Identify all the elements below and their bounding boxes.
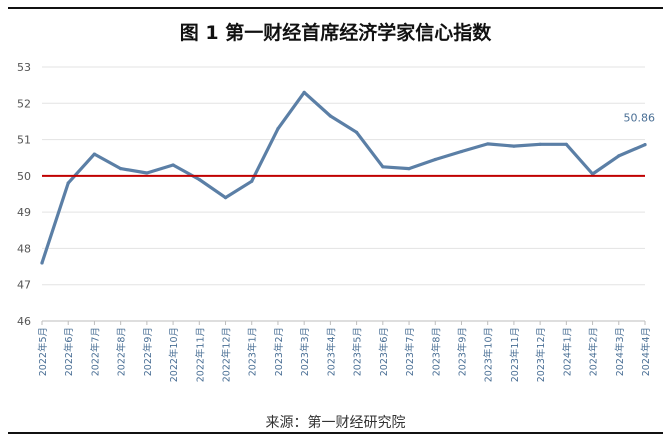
data-point xyxy=(538,142,542,146)
x-tick-label: 2023年1月 xyxy=(247,327,259,376)
y-tick-label: 47 xyxy=(17,279,31,292)
x-tick-label: 2023年6月 xyxy=(378,327,390,376)
y-tick-label: 52 xyxy=(17,97,31,110)
x-tick-label: 2022年8月 xyxy=(116,327,128,376)
x-tick-label: 2022年12月 xyxy=(221,327,233,382)
data-label-last: 50.86 xyxy=(624,112,656,125)
bottom-rule xyxy=(8,432,663,434)
x-tick-label: 2023年2月 xyxy=(273,327,285,376)
data-point xyxy=(302,90,306,94)
x-tick-label: 2023年7月 xyxy=(404,327,416,376)
x-tick-label: 2024年1月 xyxy=(561,327,573,376)
data-point xyxy=(459,149,464,154)
source-note: 来源：第一财经研究院 xyxy=(265,415,406,431)
y-tick-label: 53 xyxy=(17,61,31,74)
y-tick-label: 49 xyxy=(17,206,31,219)
x-tick-label: 2023年4月 xyxy=(325,327,337,376)
x-tick-label: 2022年11月 xyxy=(194,327,206,382)
x-tick-label: 2023年11月 xyxy=(509,327,521,382)
x-tick-label: 2023年8月 xyxy=(430,327,442,376)
x-tick-label: 2023年9月 xyxy=(456,327,468,376)
data-point xyxy=(66,181,70,185)
data-point xyxy=(355,130,359,134)
x-tick-label: 2023年10月 xyxy=(483,327,495,382)
data-point xyxy=(145,171,149,175)
x-tick-label: 2023年12月 xyxy=(535,327,547,382)
data-point xyxy=(171,163,175,167)
data-point xyxy=(197,177,201,182)
x-tick-label: 2022年6月 xyxy=(63,327,75,376)
data-point xyxy=(92,152,97,156)
data-point xyxy=(381,165,385,169)
x-tick-label: 2023年3月 xyxy=(299,327,311,376)
data-point xyxy=(433,157,437,162)
data-point xyxy=(250,179,254,183)
x-tick-label: 2022年7月 xyxy=(89,327,101,376)
data-point xyxy=(276,127,280,131)
x-tick-label: 2024年3月 xyxy=(614,327,626,376)
data-point xyxy=(223,196,228,200)
x-tick-label: 2022年10月 xyxy=(168,327,180,382)
data-point xyxy=(564,142,568,146)
data-point xyxy=(590,172,595,176)
data-point xyxy=(617,154,621,158)
x-tick-label: 2024年4月 xyxy=(640,327,652,376)
data-point xyxy=(512,144,516,148)
data-point xyxy=(40,261,44,265)
y-tick-label: 50 xyxy=(17,170,31,183)
y-tick-label: 46 xyxy=(17,315,31,328)
data-point xyxy=(407,167,411,171)
x-tick-label: 2024年2月 xyxy=(588,327,600,376)
data-point xyxy=(119,167,123,171)
series-line xyxy=(40,90,647,265)
y-tick-label: 48 xyxy=(17,242,31,255)
data-point xyxy=(643,143,647,147)
chart-title: 图 1 第一财经首席经济学家信心指数 xyxy=(179,22,492,44)
top-rule xyxy=(8,7,663,9)
x-tick-label: 2023年5月 xyxy=(352,327,364,376)
x-tick-label: 2022年9月 xyxy=(142,327,154,376)
y-tick-label: 51 xyxy=(17,134,31,147)
data-point xyxy=(486,142,490,146)
data-point xyxy=(328,114,332,118)
x-tick-label: 2022年5月 xyxy=(37,327,49,376)
